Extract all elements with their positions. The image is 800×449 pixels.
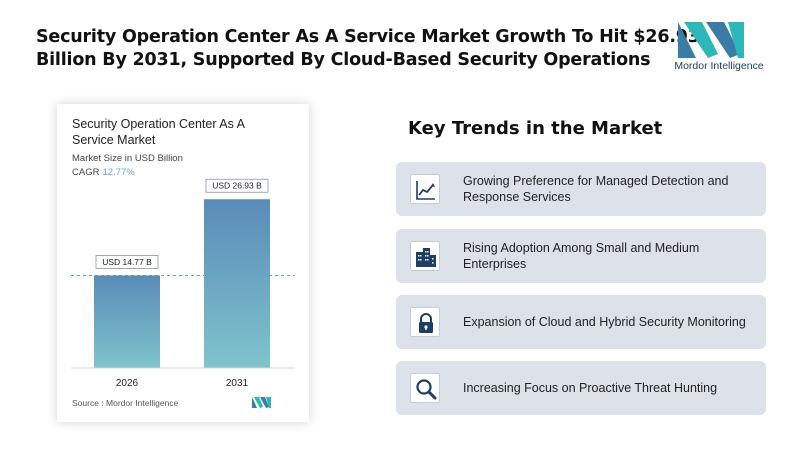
page-headline: Security Operation Center As A Service M…: [36, 26, 700, 72]
trend-text-4: Increasing Focus on Proactive Threat Hun…: [463, 381, 718, 395]
chart-logo-icon: [252, 397, 271, 408]
trend-item-1: Growing Preference for Managed Detection…: [396, 162, 766, 216]
data-label-box-2031: [205, 178, 269, 193]
trend-item-3: Expansion of Cloud and Hybrid Security M…: [396, 295, 766, 349]
trend-text-1: Growing Preference for Managed Detection…: [463, 174, 729, 204]
bar-chart: USD 14.77 B 2026 USD 26.93 B 2031: [71, 178, 295, 389]
chart-title: Security Operation Center As A Service M…: [72, 117, 245, 147]
trend-icon-box: [410, 373, 440, 403]
trend-icon-box: [410, 307, 440, 337]
chart-source: Source : Mordor Intelligence: [72, 398, 179, 408]
buildings-icon: [416, 248, 436, 267]
headline-line-2: Billion By 2031, Supported By Cloud-Base…: [36, 50, 651, 70]
data-label-2031: USD 26.93 B: [212, 181, 262, 191]
cagr-value: 12.77%: [102, 167, 135, 178]
bar-2031: [204, 199, 270, 368]
brand-logo: Mordor Intelligence: [664, 18, 774, 74]
chart-cagr: CAGR 12.77%: [72, 167, 135, 178]
line-chart-icon: [416, 181, 435, 200]
trend-text-2: Rising Adoption Among Small and Medium E…: [463, 241, 700, 271]
trend-item-4: Increasing Focus on Proactive Threat Hun…: [396, 361, 766, 415]
trend-text-3: Expansion of Cloud and Hybrid Security M…: [463, 315, 746, 329]
mordor-logo-mark-icon: [678, 22, 744, 58]
trend-icon-box: [410, 241, 440, 271]
lock-icon: [419, 313, 433, 333]
headline-line-1: Security Operation Center As A Service M…: [36, 27, 700, 47]
magnifier-icon: [416, 379, 437, 400]
brand-logo-text: Mordor Intelligence: [674, 60, 764, 72]
market-size-chart-card: Security Operation Center As A Service M…: [57, 104, 309, 422]
cagr-label: CAGR: [72, 167, 100, 178]
bar-2026: [94, 275, 160, 368]
x-tick-label-2026: 2026: [116, 378, 139, 389]
trend-item-2: Rising Adoption Among Small and Medium E…: [396, 229, 766, 283]
chart-subtitle: Market Size in USD Billion: [72, 153, 183, 164]
trends-title: Key Trends in the Market: [408, 118, 663, 139]
x-tick-label-2031: 2031: [226, 378, 249, 389]
data-label-box-2026: [95, 255, 159, 269]
trend-icon-box: [410, 174, 440, 204]
data-label-2026: USD 14.77 B: [102, 257, 152, 267]
